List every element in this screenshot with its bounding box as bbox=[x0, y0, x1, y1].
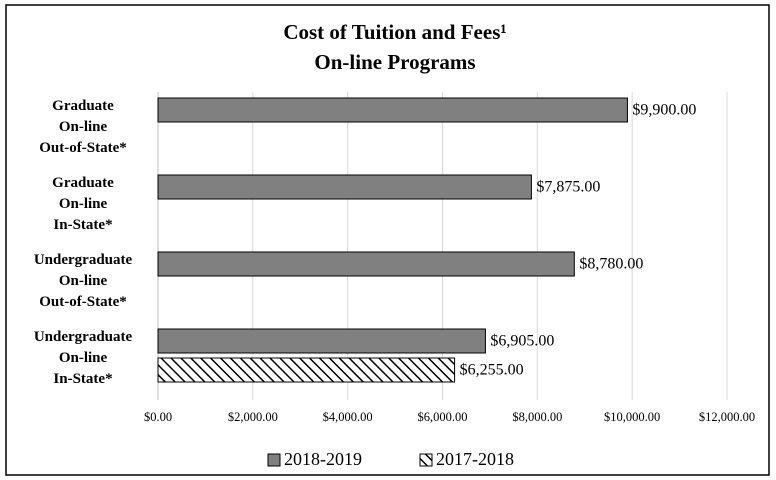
chart-border bbox=[5, 4, 770, 476]
y-tick-label: On-line bbox=[59, 350, 108, 366]
y-tick-label: On-line bbox=[59, 196, 108, 212]
x-tick-label: $8,000.00 bbox=[512, 410, 562, 424]
x-tick-label: $12,000.00 bbox=[699, 410, 755, 424]
legend-label: 2018-2019 bbox=[284, 449, 362, 469]
chart-title: Cost of Tuition and Fees¹ bbox=[283, 20, 506, 44]
legend-swatch bbox=[267, 453, 281, 467]
y-tick-label: Out-of-State* bbox=[39, 140, 126, 156]
data-label: $9,900.00 bbox=[632, 102, 696, 119]
x-tick-label: $0.00 bbox=[144, 410, 172, 424]
x-tick-label: $6,000.00 bbox=[418, 410, 468, 424]
y-tick-label: Graduate bbox=[52, 175, 114, 191]
y-tick-label: Undergraduate bbox=[34, 252, 133, 268]
chart-subtitle: On-line Programs bbox=[314, 50, 475, 74]
y-tick-label: In-State* bbox=[53, 371, 112, 387]
bar bbox=[157, 328, 486, 354]
y-tick-label: On-line bbox=[59, 119, 108, 135]
bar bbox=[157, 174, 532, 200]
data-label: $6,255.00 bbox=[460, 362, 524, 379]
x-tick-label: $2,000.00 bbox=[228, 410, 278, 424]
y-tick-label: Graduate bbox=[52, 98, 114, 114]
legend-label: 2017-2018 bbox=[436, 449, 514, 469]
x-tick-label: $10,000.00 bbox=[604, 410, 660, 424]
data-label: $7,875.00 bbox=[536, 179, 600, 196]
data-label: $8,780.00 bbox=[579, 256, 643, 273]
y-tick-label: In-State* bbox=[53, 217, 112, 233]
y-tick-label: On-line bbox=[59, 273, 108, 289]
y-tick-label: Undergraduate bbox=[34, 329, 133, 345]
legend-swatch bbox=[419, 453, 433, 467]
bar bbox=[157, 357, 456, 383]
x-tick-label: $4,000.00 bbox=[323, 410, 373, 424]
data-label: $6,905.00 bbox=[490, 333, 554, 350]
bar bbox=[157, 251, 575, 277]
y-tick-label: Out-of-State* bbox=[39, 294, 126, 310]
bar bbox=[157, 97, 628, 123]
